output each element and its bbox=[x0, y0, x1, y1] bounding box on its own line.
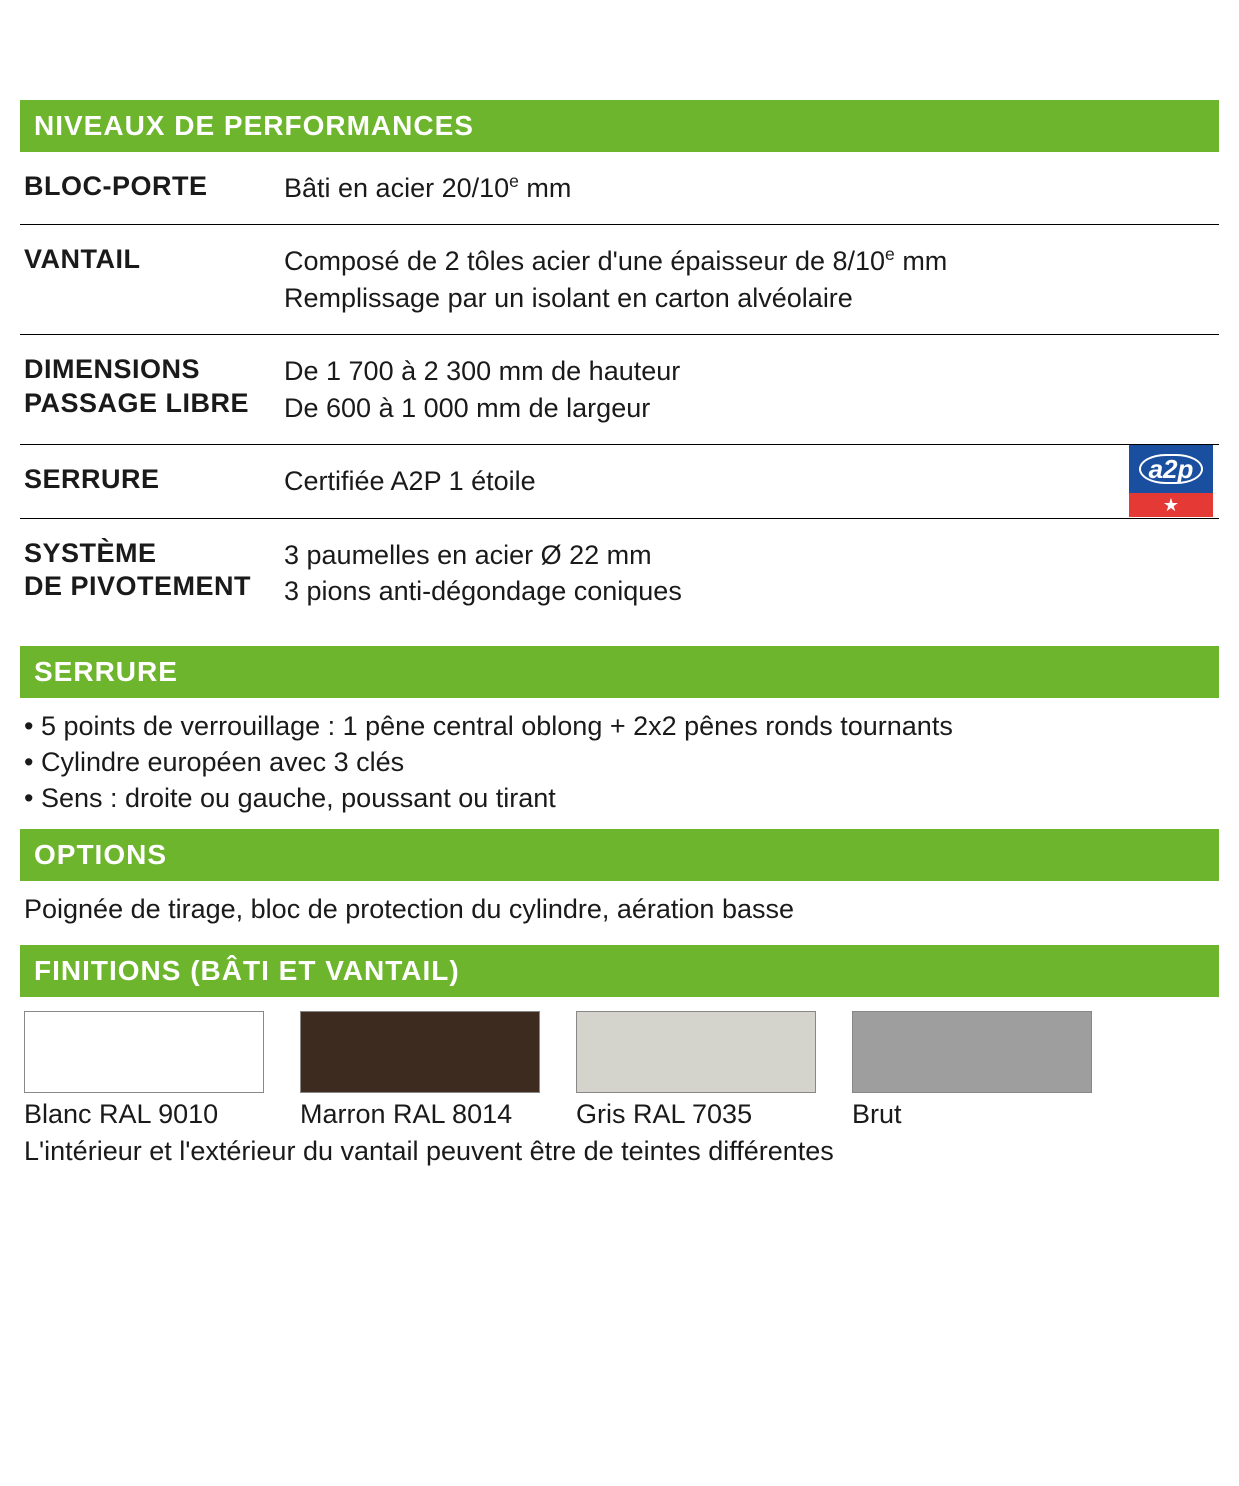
table-row: VANTAILComposé de 2 tôles acier d'une ép… bbox=[20, 225, 1219, 335]
swatch-color bbox=[300, 1011, 540, 1093]
spec-label: DIMENSIONSPASSAGE LIBRE bbox=[20, 335, 280, 445]
a2p-badge: a2p ★ bbox=[1129, 445, 1213, 517]
spec-value: Certifiée A2P 1 étoile bbox=[280, 445, 1119, 518]
swatch: Blanc RAL 9010 bbox=[24, 1011, 264, 1130]
bullet-line: • Sens : droite ou gauche, poussant ou t… bbox=[24, 780, 1215, 816]
swatch-color bbox=[852, 1011, 1092, 1093]
perf-table: BLOC-PORTEBâti en acier 20/10e mmVANTAIL… bbox=[20, 152, 1219, 628]
spec-value: Bâti en acier 20/10e mm bbox=[280, 152, 1119, 225]
table-row: SYSTÈMEDE PIVOTEMENT3 paumelles en acier… bbox=[20, 518, 1219, 627]
options-header: OPTIONS bbox=[20, 829, 1219, 881]
perf-header: NIVEAUX DE PERFORMANCES bbox=[20, 100, 1219, 152]
spec-value: Composé de 2 tôles acier d'une épaisseur… bbox=[280, 225, 1119, 335]
bullet-line: • Cylindre européen avec 3 clés bbox=[24, 744, 1215, 780]
spec-label: SERRURE bbox=[20, 445, 280, 518]
swatch-label: Blanc RAL 9010 bbox=[24, 1093, 264, 1130]
table-row: BLOC-PORTEBâti en acier 20/10e mm bbox=[20, 152, 1219, 225]
swatch: Marron RAL 8014 bbox=[300, 1011, 540, 1130]
a2p-star: ★ bbox=[1129, 493, 1213, 517]
swatch-color bbox=[576, 1011, 816, 1093]
swatch: Gris RAL 7035 bbox=[576, 1011, 816, 1130]
table-row: SERRURECertifiée A2P 1 étoile a2p ★ bbox=[20, 445, 1219, 518]
serrure-bullets: • 5 points de verrouillage : 1 pêne cent… bbox=[20, 698, 1219, 829]
swatch-label: Marron RAL 8014 bbox=[300, 1093, 540, 1130]
serrure-header: SERRURE bbox=[20, 646, 1219, 698]
swatch: Brut bbox=[852, 1011, 1092, 1130]
finitions-note: L'intérieur et l'extérieur du vantail pe… bbox=[20, 1134, 1219, 1167]
table-row: DIMENSIONSPASSAGE LIBREDe 1 700 à 2 300 … bbox=[20, 335, 1219, 445]
a2p-text: a2p bbox=[1139, 454, 1204, 484]
swatch-row: Blanc RAL 9010 Marron RAL 8014 Gris RAL 70… bbox=[20, 997, 1219, 1134]
spec-label: SYSTÈMEDE PIVOTEMENT bbox=[20, 518, 280, 627]
swatch-label: Brut bbox=[852, 1093, 1092, 1130]
bullet-line: • 5 points de verrouillage : 1 pêne cent… bbox=[24, 708, 1215, 744]
swatch-color bbox=[24, 1011, 264, 1093]
spec-value: De 1 700 à 2 300 mm de hauteurDe 600 à 1… bbox=[280, 335, 1119, 445]
options-text: Poignée de tirage, bloc de protection du… bbox=[20, 881, 1219, 945]
spec-label: VANTAIL bbox=[20, 225, 280, 335]
spec-label: BLOC-PORTE bbox=[20, 152, 280, 225]
spec-value: 3 paumelles en acier Ø 22 mm3 pions anti… bbox=[280, 518, 1119, 627]
finitions-header: FINITIONS (BÂTI ET VANTAIL) bbox=[20, 945, 1219, 997]
swatch-label: Gris RAL 7035 bbox=[576, 1093, 816, 1130]
a2p-badge-cell: a2p ★ bbox=[1119, 445, 1219, 518]
